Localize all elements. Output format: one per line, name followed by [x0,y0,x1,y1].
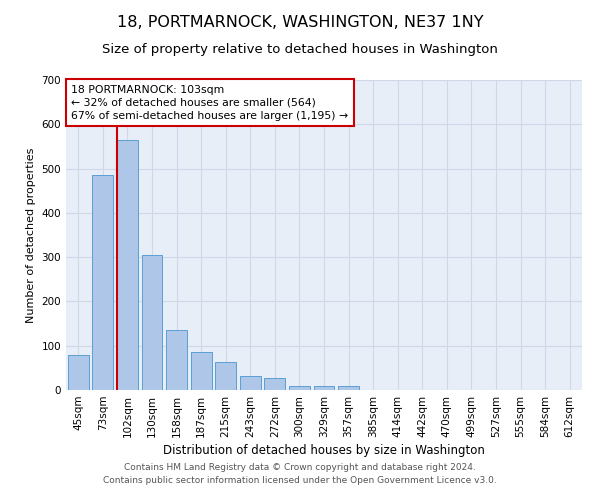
Bar [338,386,359,390]
X-axis label: Distribution of detached houses by size in Washington: Distribution of detached houses by size … [163,444,485,457]
Bar [265,378,286,390]
Bar [166,330,187,390]
Bar [191,352,212,390]
Bar [117,140,138,390]
Y-axis label: Number of detached properties: Number of detached properties [26,148,36,322]
Bar [314,386,334,390]
Bar [215,362,236,390]
Text: Contains HM Land Registry data © Crown copyright and database right 2024.: Contains HM Land Registry data © Crown c… [124,464,476,472]
Text: 18, PORTMARNOCK, WASHINGTON, NE37 1NY: 18, PORTMARNOCK, WASHINGTON, NE37 1NY [117,15,483,30]
Bar [68,354,89,390]
Bar [289,386,310,390]
Text: Size of property relative to detached houses in Washington: Size of property relative to detached ho… [102,42,498,56]
Text: Contains public sector information licensed under the Open Government Licence v3: Contains public sector information licen… [103,476,497,485]
Text: 18 PORTMARNOCK: 103sqm
← 32% of detached houses are smaller (564)
67% of semi-de: 18 PORTMARNOCK: 103sqm ← 32% of detached… [71,84,348,121]
Bar [92,175,113,390]
Bar [240,376,261,390]
Bar [142,255,163,390]
